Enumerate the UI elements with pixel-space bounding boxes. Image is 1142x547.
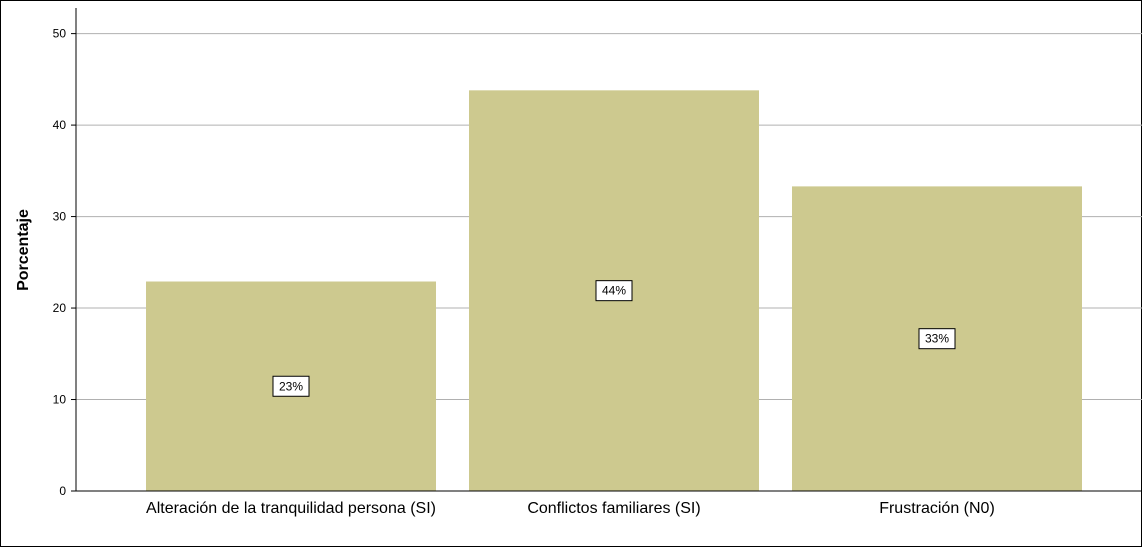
value-label-text: 44%: [602, 284, 626, 298]
x-tick-label: Alteración de la tranquilidad persona (S…: [146, 500, 436, 517]
value-label: 33%: [918, 328, 956, 350]
value-label-text: 23%: [279, 379, 303, 393]
y-tick-label: 50: [53, 27, 67, 41]
value-label-box: [918, 328, 956, 350]
y-tick-label: 10: [53, 393, 67, 407]
y-axis-label: Porcentaje: [15, 209, 32, 291]
y-tick-label: 30: [53, 210, 67, 224]
y-tick-label: 20: [53, 301, 67, 315]
x-tick-label: Conflictos familiares (SI): [527, 500, 700, 517]
y-tick-label: 0: [59, 484, 66, 498]
value-label: 23%: [272, 375, 310, 397]
x-tick-label: Frustración (N0): [879, 500, 995, 517]
y-tick-label: 40: [53, 118, 67, 132]
value-label: 44%: [595, 280, 633, 302]
value-label-box: [272, 375, 310, 397]
value-label-box: [595, 280, 633, 302]
value-label-text: 33%: [925, 332, 949, 346]
